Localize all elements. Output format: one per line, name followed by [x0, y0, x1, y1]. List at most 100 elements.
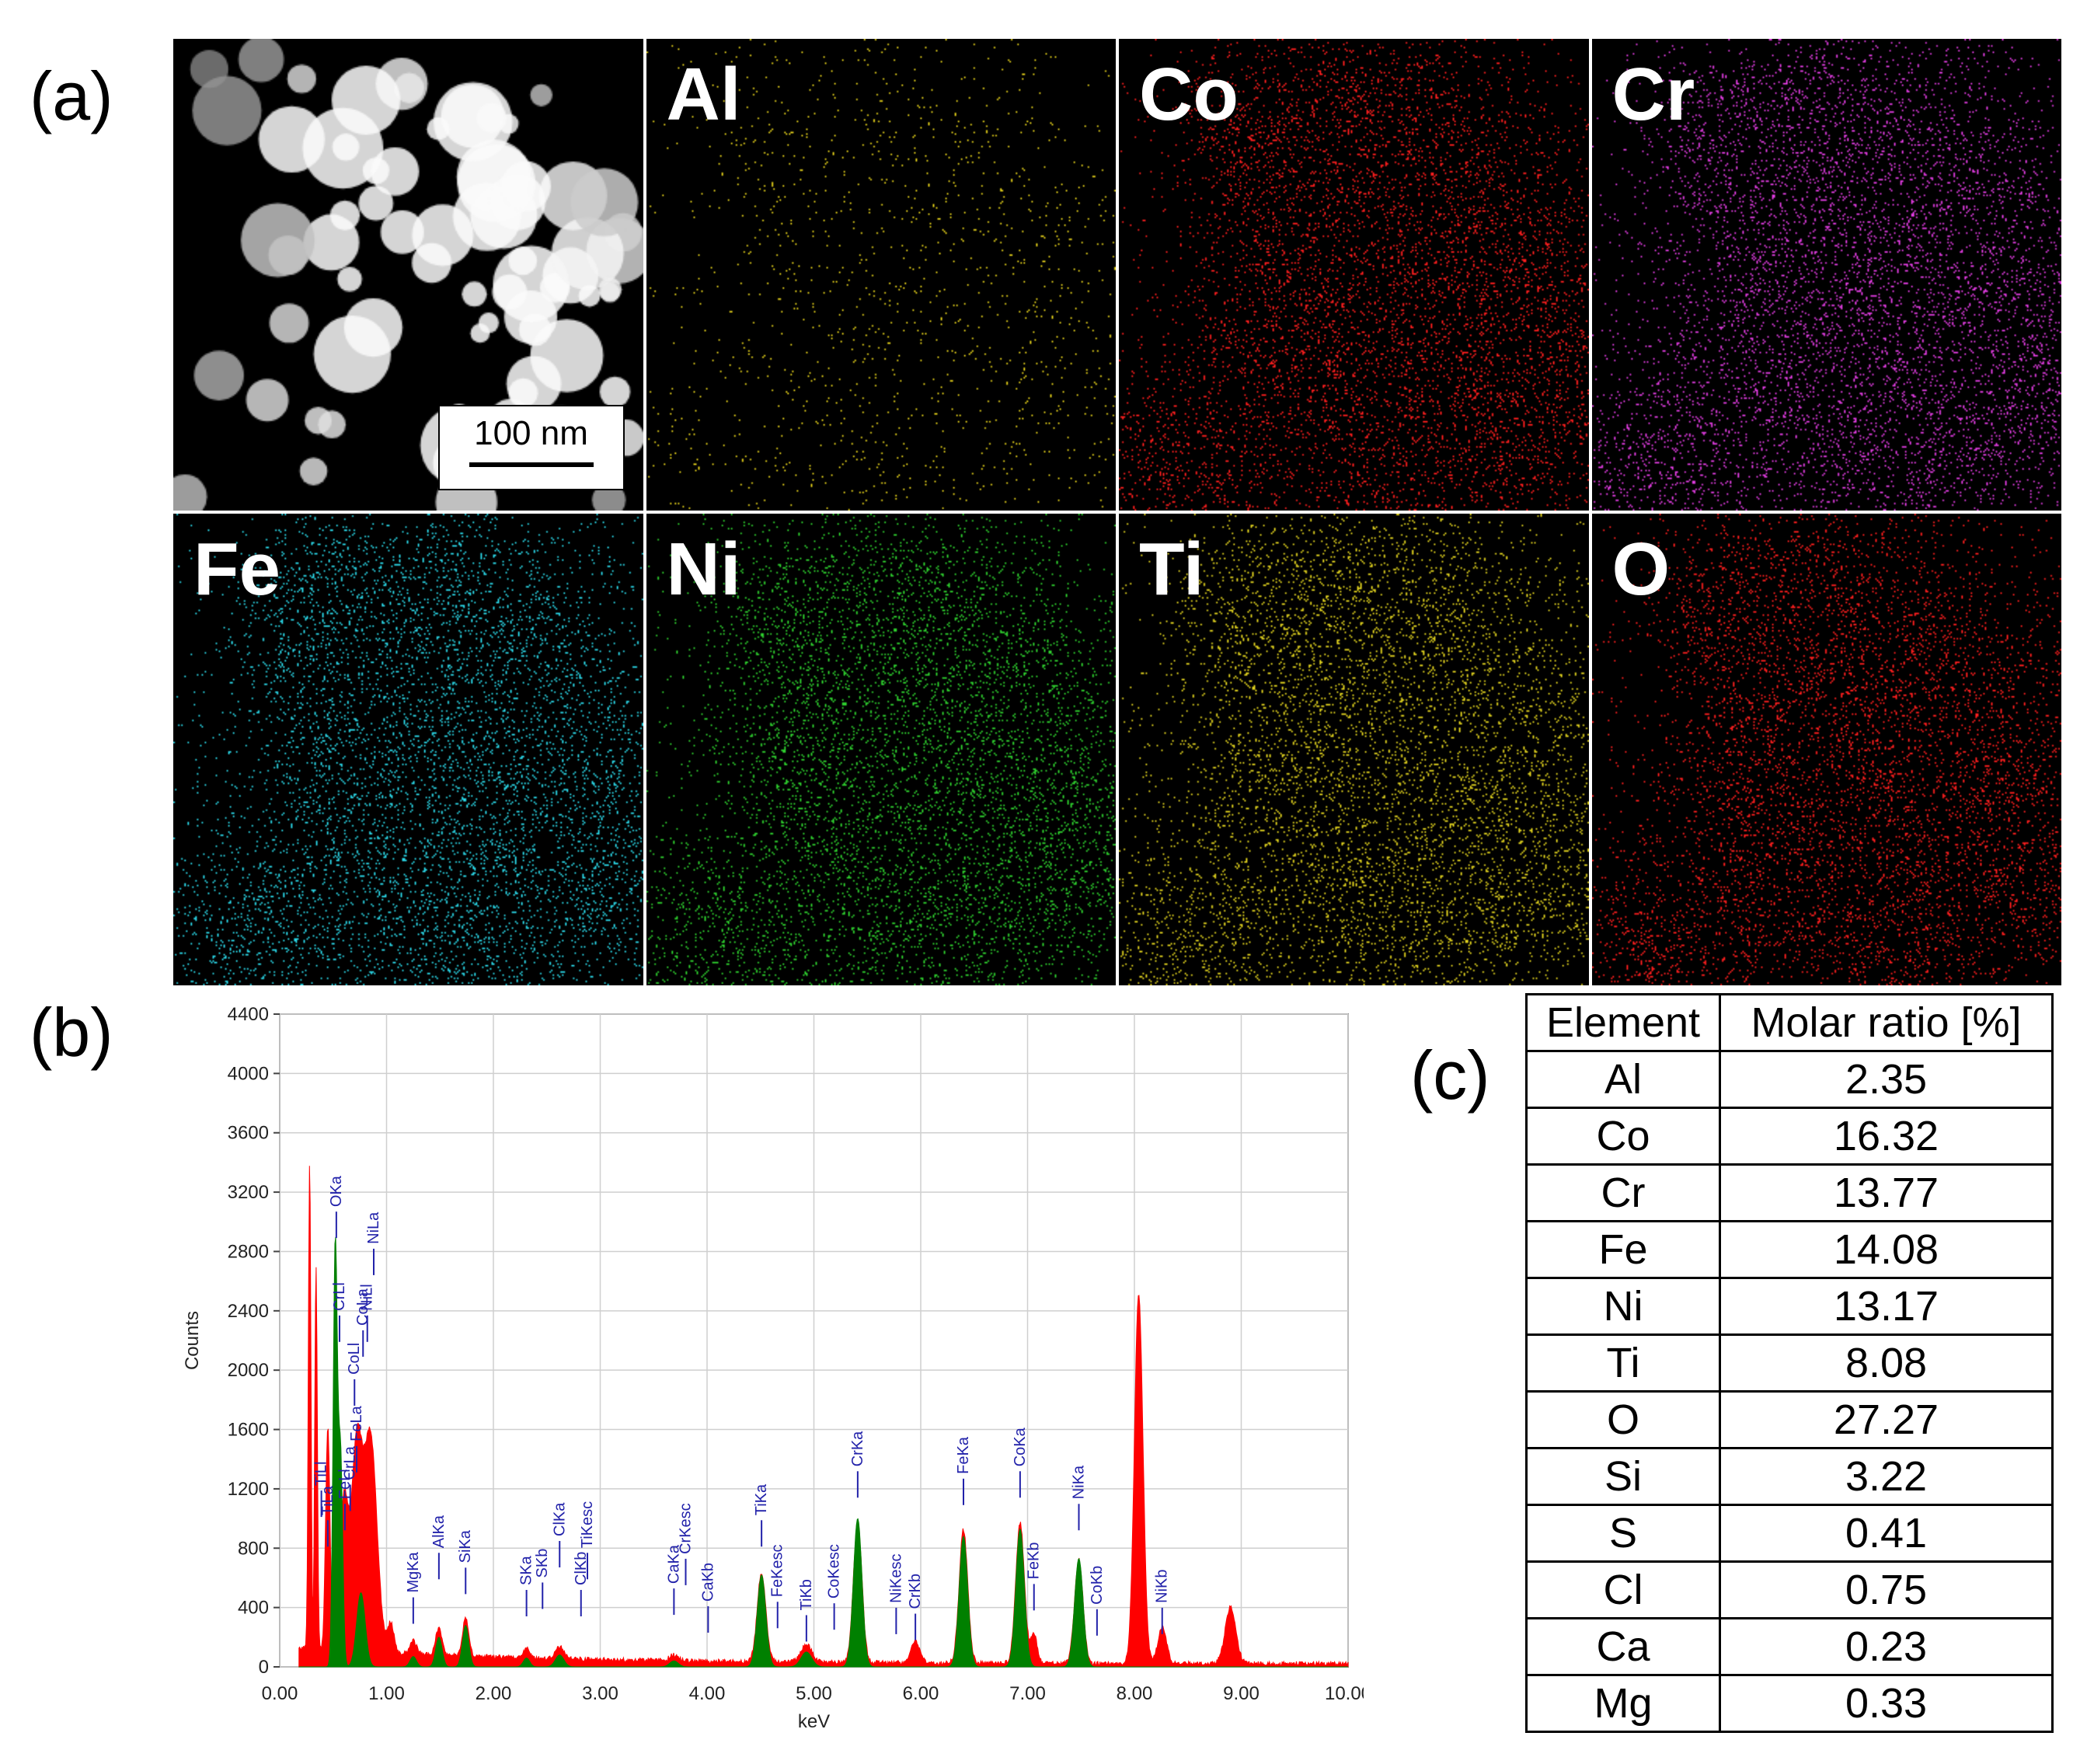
element-map-label: Cr	[1611, 53, 1695, 136]
peak-label: FeKesc	[769, 1544, 786, 1597]
peak-label: CrLl	[331, 1282, 348, 1311]
table-row: Cl 0.75	[1525, 1560, 2054, 1619]
element-cell: Cr	[1525, 1163, 1721, 1222]
element-cell: O	[1525, 1390, 1721, 1449]
table-header-row: Element Molar ratio [%]	[1525, 993, 2054, 1052]
table-row: O 27.27	[1525, 1390, 2054, 1449]
peak-label: NiLa	[365, 1211, 382, 1244]
scale-bar-label: 100 nm	[474, 414, 588, 452]
x-tick-label: 9.00	[1223, 1683, 1260, 1704]
column-header-element: Element	[1525, 993, 1721, 1052]
molar-ratio-table: Element Molar ratio [%] Al 2.35 Co 16.32 Cr 1…	[1525, 993, 2054, 1733]
x-axis-label: keV	[798, 1711, 830, 1732]
y-axis-label: Counts	[182, 1311, 203, 1370]
eds-map-tile: 100 nm	[173, 39, 643, 511]
peak-label: CaKa	[665, 1544, 682, 1584]
x-tick-label: 8.00	[1117, 1683, 1153, 1704]
panel-label-b: (b)	[30, 994, 113, 1071]
peak-label: TiKb	[798, 1579, 815, 1610]
element-map-label: Ni	[666, 528, 741, 611]
element-cell: S	[1525, 1504, 1721, 1563]
table-row: Ti 8.08	[1525, 1333, 2054, 1393]
element-cell: Ti	[1525, 1333, 1721, 1393]
peak-label: CoKesc	[826, 1544, 843, 1598]
eds-map-tile: Al	[646, 39, 1116, 511]
peak-label: AlKa	[430, 1515, 448, 1548]
x-tick-label: 1.00	[368, 1683, 405, 1704]
scale-bar-box: 100 nm	[437, 405, 625, 490]
peak-label: CoLl	[346, 1343, 363, 1375]
table-row: Al 2.35	[1525, 1050, 2054, 1109]
eds-map-tile: Ni	[646, 514, 1116, 985]
y-tick-label: 2000	[228, 1360, 269, 1381]
peak-label: SKa	[518, 1555, 535, 1585]
molar-ratio-cell: 0.41	[1719, 1504, 2054, 1563]
element-cell: Si	[1525, 1447, 1721, 1506]
element-map-label: Al	[666, 53, 741, 136]
peak-label: SKb	[534, 1549, 551, 1578]
element-map-image	[646, 39, 1116, 511]
element-map-label: Co	[1139, 53, 1239, 136]
element-map-label: O	[1611, 528, 1671, 611]
element-cell: Ca	[1525, 1617, 1721, 1676]
peak-label: FeLa	[348, 1405, 365, 1441]
x-tick-label: 6.00	[903, 1683, 939, 1704]
molar-ratio-cell: 16.32	[1719, 1107, 2054, 1166]
molar-ratio-cell: 14.08	[1719, 1220, 2054, 1279]
eds-map-tile: Fe	[173, 514, 643, 985]
peak-label: NiLl	[359, 1284, 376, 1310]
x-tick-label: 5.00	[796, 1683, 832, 1704]
y-tick-label: 400	[238, 1598, 269, 1619]
peak-label: FeKb	[1026, 1543, 1043, 1580]
peak-label: CrLa	[342, 1445, 359, 1480]
y-tick-label: 3200	[228, 1182, 269, 1203]
peak-label: TiLa	[319, 1485, 336, 1515]
molar-ratio-cell: 8.08	[1719, 1333, 2054, 1393]
x-tick-label: 7.00	[1009, 1683, 1046, 1704]
y-tick-label: 2400	[228, 1301, 269, 1322]
peak-label: NiKa	[1071, 1465, 1088, 1499]
table-row: Ca 0.23	[1525, 1617, 2054, 1676]
molar-ratio-cell: 3.22	[1719, 1447, 2054, 1506]
molar-ratio-cell: 0.33	[1719, 1674, 2054, 1733]
peak-label: TiLl	[313, 1462, 330, 1486]
peak-label: CrKa	[849, 1431, 866, 1466]
molar-ratio-cell: 0.23	[1719, 1617, 2054, 1676]
element-map-image	[1119, 39, 1589, 511]
element-map-label: Fe	[193, 528, 281, 611]
eds-spectrum-chart: 0.00 1.00 2.00 3.00 4.00 5.00 6.00 7.00 8.00 9.00…	[182, 1004, 1364, 1732]
peak-label: TiKesc	[579, 1501, 596, 1548]
element-map-image	[1591, 39, 2061, 511]
eds-map-tile: Cr	[1591, 39, 2061, 511]
element-cell: Co	[1525, 1107, 1721, 1166]
element-cell: Cl	[1525, 1560, 1721, 1619]
peak-label: CoKa	[1012, 1427, 1029, 1466]
peak-label: CaKb	[699, 1563, 716, 1602]
peak-label: OKa	[328, 1175, 345, 1207]
y-tick-label: 4000	[228, 1063, 269, 1084]
panel-label-a: (a)	[30, 58, 113, 134]
x-tick-label: 2.00	[476, 1683, 512, 1704]
molar-ratio-cell: 13.17	[1719, 1277, 2054, 1336]
element-map-image	[1119, 514, 1589, 985]
x-tick-label: 3.00	[582, 1683, 618, 1704]
molar-ratio-cell: 27.27	[1719, 1390, 2054, 1449]
table-row: Co 16.32	[1525, 1107, 2054, 1166]
peak-label: MgKa	[405, 1551, 422, 1592]
element-cell: Mg	[1525, 1674, 1721, 1733]
y-tick-label: 800	[238, 1538, 269, 1559]
element-map-image	[646, 514, 1116, 985]
y-tick-label: 0	[259, 1657, 269, 1678]
table-row: Ni 13.17	[1525, 1277, 2054, 1336]
peak-label: NiKesc	[887, 1554, 904, 1603]
molar-ratio-cell: 2.35	[1719, 1050, 2054, 1109]
table-row: S 0.41	[1525, 1504, 2054, 1563]
peak-label: CoKb	[1089, 1566, 1106, 1605]
table-row: Cr 13.77	[1525, 1163, 2054, 1222]
x-tick-label: 4.00	[689, 1683, 726, 1704]
y-tick-label: 4400	[228, 1004, 269, 1025]
element-map-image	[173, 514, 643, 985]
peak-label: FeKa	[955, 1436, 972, 1474]
table-row: Fe 14.08	[1525, 1220, 2054, 1279]
molar-ratio-cell: 0.75	[1719, 1560, 2054, 1619]
